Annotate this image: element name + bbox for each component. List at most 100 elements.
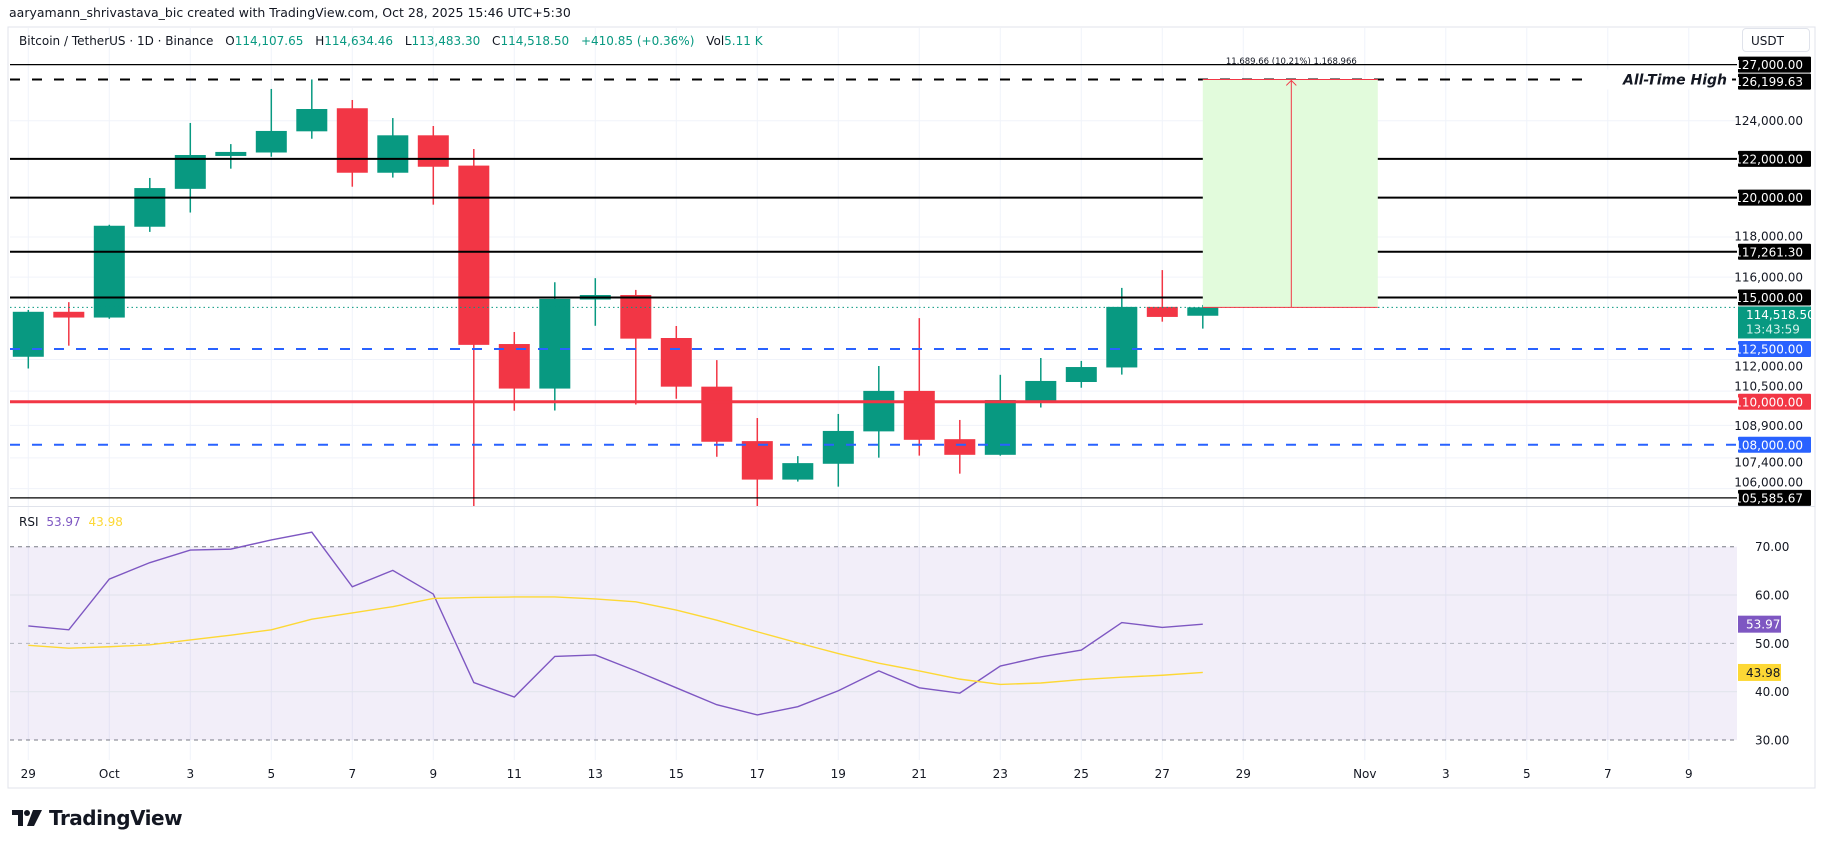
level-tag-bg (1738, 393, 1811, 410)
candle-2025-10-25[interactable] (1065, 360, 1097, 388)
candle-2025-10-01[interactable] (93, 224, 125, 319)
candle-body (1065, 367, 1097, 383)
high-value: 114,634.46 (324, 34, 393, 48)
level-tag-text: 127,000.00 (1734, 58, 1803, 72)
rsi-value-tag-bg (1738, 615, 1781, 633)
candle-2025-10-26[interactable] (1106, 287, 1138, 375)
candle-2025-10-12[interactable] (539, 282, 571, 411)
candle-body (336, 108, 368, 173)
time-axis-label: 29 (1236, 767, 1251, 781)
time-axis-label: 9 (1685, 767, 1693, 781)
tradingview-logo-icon (12, 810, 42, 826)
price-axis-label: 108,900.00 (1734, 419, 1803, 433)
time-axis-label: 7 (1604, 767, 1612, 781)
level-tag-bg (1738, 150, 1811, 167)
level-tag-bg (1738, 243, 1811, 260)
level-tag-bg (1738, 341, 1811, 358)
candle-2025-10-22[interactable] (944, 419, 976, 474)
candle-2025-10-27[interactable] (1146, 270, 1178, 322)
tradingview-logo[interactable]: TradingView (12, 806, 183, 830)
candle-body (296, 108, 328, 132)
level-tag-text: 126,199.63 (1734, 75, 1803, 89)
price-axis[interactable]: 124,000.00 118,000.00 116,000.00 112,000.00… (1734, 56, 1815, 506)
time-axis-label: 15 (669, 767, 684, 781)
currency-button[interactable]: USDT (1742, 28, 1810, 52)
rsi-ma-value-tag-bg (1738, 663, 1781, 681)
price-pane[interactable]: All-Time High 11,689.66 (10.21%) 1,168,96… (10, 57, 1737, 579)
time-axis-label: 5 (267, 767, 275, 781)
candle-2025-10-10[interactable] (458, 149, 490, 579)
candle-2025-10-21[interactable] (903, 318, 935, 456)
candle-2025-10-19[interactable] (822, 413, 854, 487)
candle-body (539, 298, 571, 389)
time-axis-label: 27 (1155, 767, 1170, 781)
price-axis-label: 116,000.00 (1734, 271, 1803, 285)
rsi-ma-line[interactable] (28, 596, 1203, 686)
time-axis-label: 11 (507, 767, 522, 781)
candle-2025-10-16[interactable] (701, 360, 733, 457)
time-axis-label: 25 (1074, 767, 1089, 781)
rsi-axis-label: 50.00 (1755, 637, 1789, 651)
level-tag-text: 115,000.00 (1734, 291, 1803, 305)
level-tag-bg (1738, 436, 1811, 453)
candle-body (458, 165, 490, 345)
bar-countdown: 13:43:59 (1746, 322, 1800, 336)
time-axis-label: 17 (750, 767, 765, 781)
time-axis-label: 21 (912, 767, 927, 781)
candle-2025-10-20[interactable] (863, 365, 895, 458)
candle-2025-10-07[interactable] (336, 99, 368, 187)
candle-body (174, 155, 206, 189)
price-axis-label: 107,400.00 (1734, 455, 1803, 469)
level-tag: 126,199.63 (1734, 73, 1811, 90)
measure-area (1202, 79, 1378, 308)
level-tag-bg (1738, 189, 1811, 206)
candle-body (822, 430, 854, 464)
price-axis-label: 124,000.00 (1734, 114, 1803, 128)
rsi-axis[interactable]: 70.00 60.00 50.00 40.00 30.00 53.97 43.98 (1738, 540, 1789, 748)
candle-2025-10-17[interactable] (741, 418, 773, 544)
volume-value: 5.11 K (724, 34, 763, 48)
candle-2025-10-02[interactable] (134, 177, 166, 232)
candle-2025-10-09[interactable] (417, 126, 449, 205)
level-tag: 117,261.30 (1734, 243, 1811, 260)
time-axis[interactable]: 29 Oct 3 5 7 9 11 13 15 17 19 21 23 25 27 29 Nov 3 5 7 9 (21, 767, 1693, 781)
candle-2025-10-03[interactable] (174, 122, 206, 213)
candle-2025-10-28[interactable] (1187, 304, 1219, 329)
change-value: +410.85 (+0.36%) (580, 34, 695, 48)
symbol-title[interactable]: Bitcoin / TetherUS · 1D · Binance (19, 34, 214, 48)
close-value: 114,518.50 (500, 34, 570, 48)
candle-2025-10-05[interactable] (255, 88, 287, 157)
level-tag-bg (1738, 73, 1811, 90)
candle-2025-10-18[interactable] (782, 456, 814, 482)
tradingview-logo-text: TradingView (49, 806, 183, 830)
candle-body (903, 390, 935, 440)
candle-body (498, 344, 530, 389)
candle-2025-09-30[interactable] (53, 302, 85, 346)
level-tag-text: 110,000.00 (1734, 395, 1803, 409)
time-axis-label: Oct (99, 767, 120, 781)
price-range-measure[interactable]: 11,689.66 (10.21%) 1,168,966 (1202, 57, 1378, 308)
rsi-line[interactable] (28, 531, 1203, 716)
low-value: 113,483.30 (411, 34, 481, 48)
candle-2025-10-14[interactable] (620, 289, 652, 405)
candle-body (377, 135, 409, 173)
candle-2025-10-06[interactable] (296, 79, 328, 139)
candle-2025-10-23[interactable] (984, 374, 1016, 456)
price-axis-label: 110,500.00 (1734, 379, 1803, 393)
candle-2025-10-04[interactable] (215, 144, 247, 169)
candle-body (1187, 307, 1219, 316)
rsi-legend[interactable]: RSI 53.97 43.98 (19, 515, 123, 529)
time-axis-label: 23 (993, 767, 1008, 781)
candle-2025-10-11[interactable] (498, 331, 530, 411)
rsi-pane[interactable] (10, 531, 1737, 741)
candle-2025-10-08[interactable] (377, 118, 409, 178)
level-tag: 127,000.00 (1734, 56, 1811, 73)
candle-2025-10-15[interactable] (660, 325, 692, 399)
candle-body (701, 386, 733, 442)
time-axis-label: 19 (831, 767, 846, 781)
open-value: 114,107.65 (234, 34, 304, 48)
candle-2025-10-24[interactable] (1025, 358, 1057, 408)
level-tag-text: 117,261.30 (1734, 245, 1803, 259)
level-tag: 120,000.00 (1734, 189, 1811, 206)
